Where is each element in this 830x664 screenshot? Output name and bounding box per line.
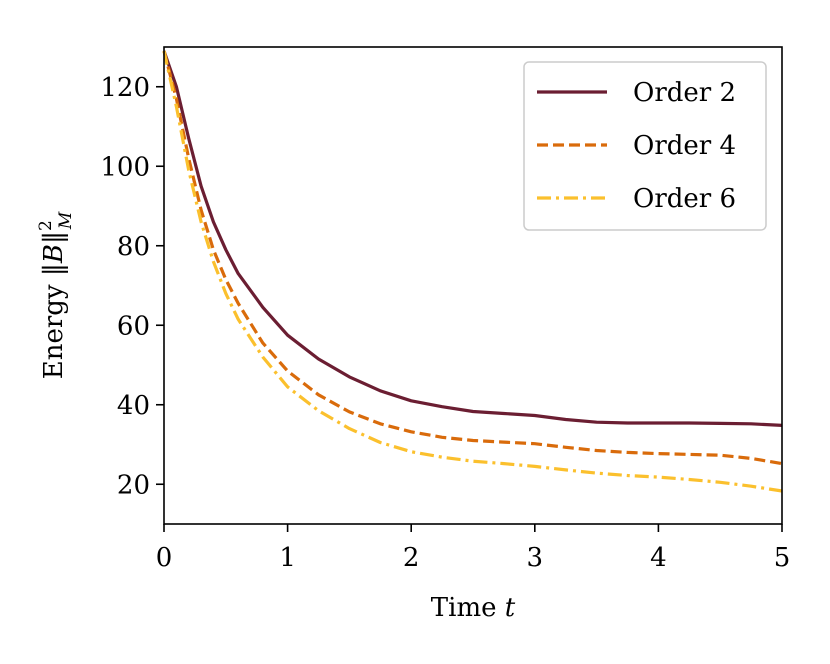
y-axis-label-superscript: 2	[36, 220, 56, 231]
y-tick-label: 120	[100, 73, 150, 103]
x-tick-label: 5	[774, 543, 791, 573]
y-axis-label-symbol: B	[39, 244, 69, 264]
y-axis-label-norm: ‖	[39, 231, 69, 244]
legend: Order 2 Order 4 Order 6	[523, 61, 767, 231]
y-axis-label: Energy ‖B‖2M	[36, 211, 76, 379]
x-tick-label: 1	[279, 543, 296, 573]
x-axis-label-variable: t	[505, 593, 516, 623]
y-axis-ticks: 20 40 60 80 100 120	[100, 73, 164, 500]
x-axis-ticks: 0 1 2 3 4 5	[156, 524, 791, 573]
legend-box	[523, 61, 767, 231]
x-axis-label: Time t	[431, 593, 516, 623]
y-tick-label: 60	[117, 311, 150, 341]
legend-label-3: Order 6	[633, 184, 736, 214]
series-line-2	[162, 50, 783, 466]
y-tick-label: 80	[117, 232, 150, 262]
x-tick-label: 3	[527, 543, 544, 573]
y-axis-label-text: Energy ‖	[39, 263, 69, 379]
legend-label-2: Order 4	[633, 131, 736, 161]
x-tick-label: 2	[403, 543, 420, 573]
series-line-1	[162, 50, 783, 427]
x-tick-label: 0	[156, 543, 173, 573]
x-axis-label-text: Time	[431, 593, 505, 623]
y-axis-label-subscript: M	[56, 211, 76, 230]
plot-frame	[163, 46, 783, 525]
y-tick-label: 40	[117, 391, 150, 421]
y-tick-label: 100	[100, 152, 150, 182]
plot-lines	[162, 50, 783, 493]
legend-label-1: Order 2	[633, 78, 736, 108]
y-tick-label: 20	[117, 470, 150, 500]
x-tick-label: 4	[650, 543, 667, 573]
series-line-3	[162, 50, 783, 493]
